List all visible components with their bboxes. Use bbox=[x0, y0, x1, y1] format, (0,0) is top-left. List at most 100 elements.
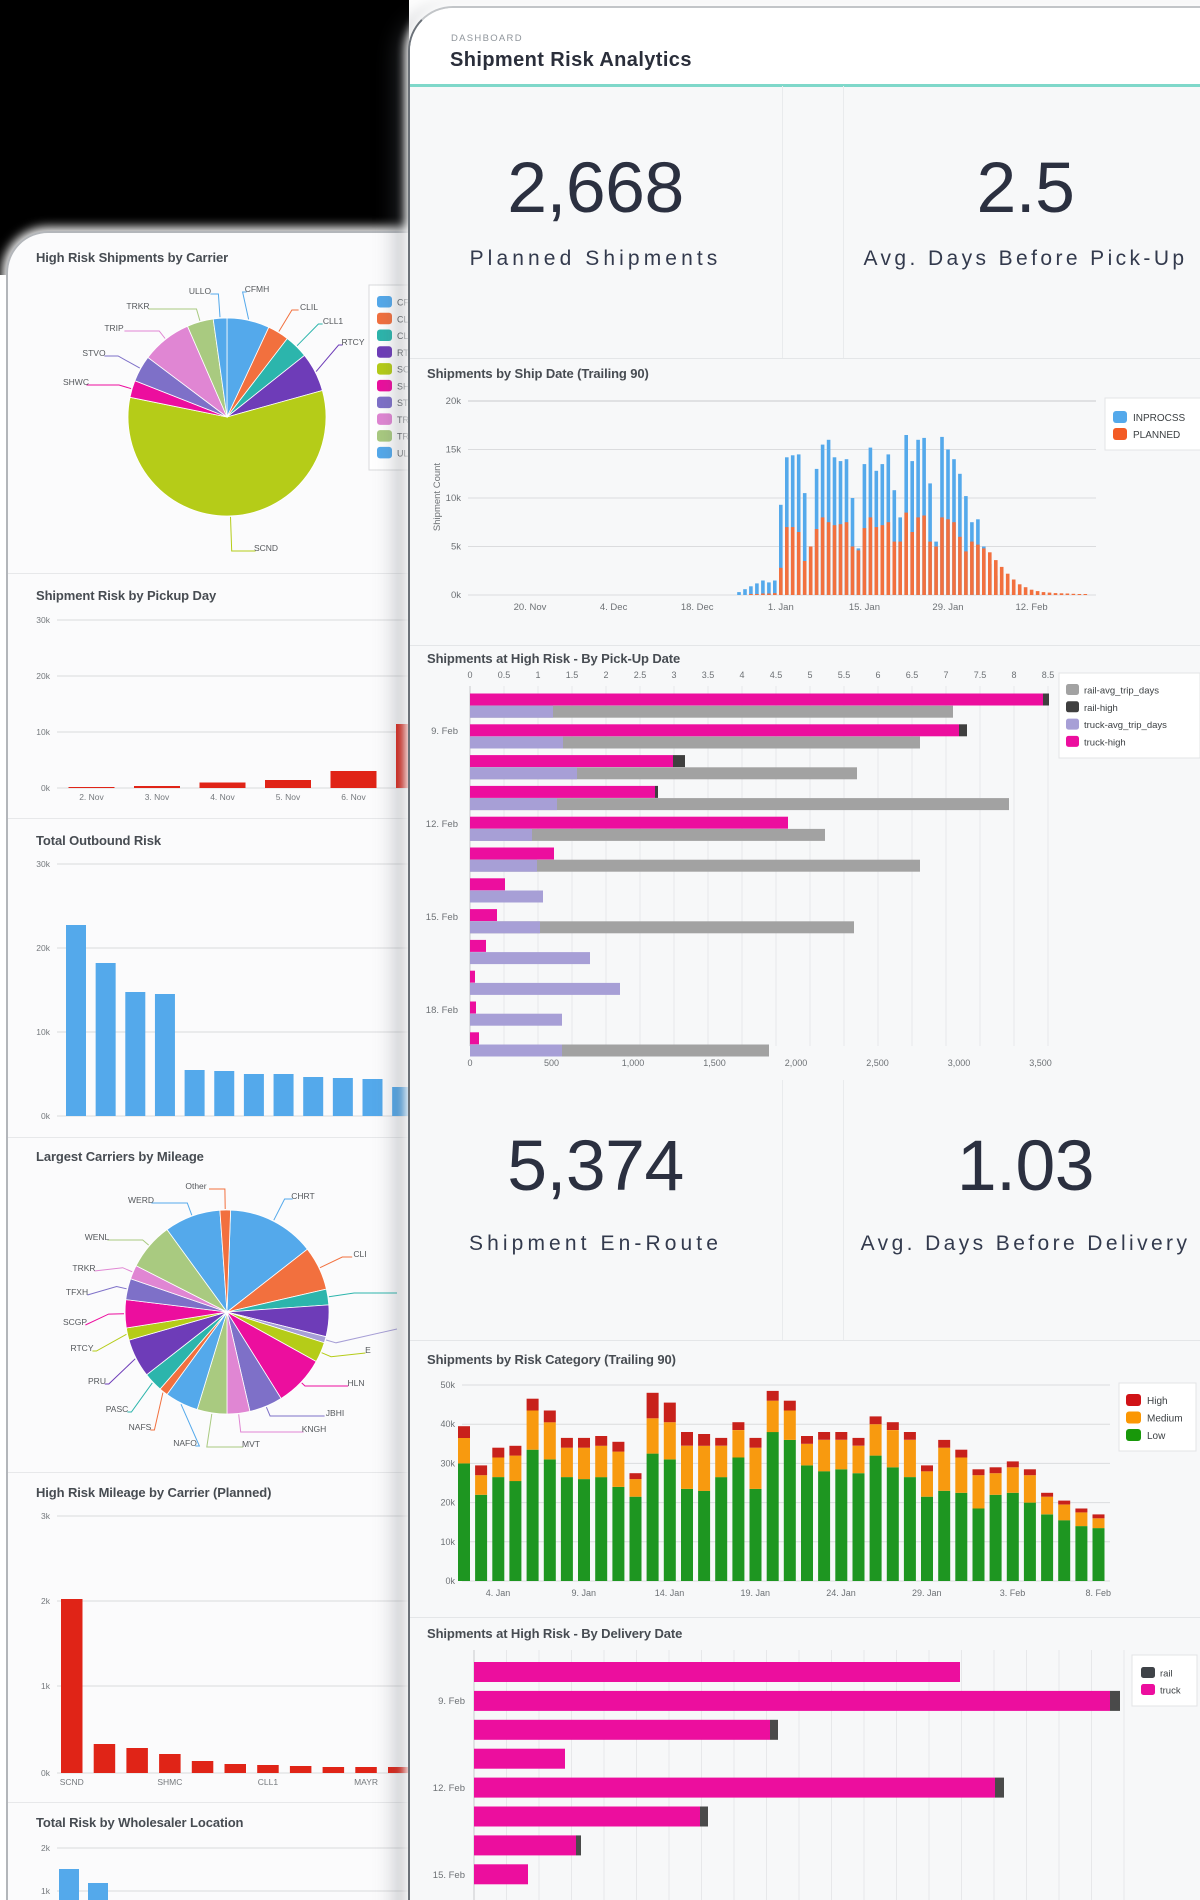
svg-text:TRIP: TRIP bbox=[104, 323, 124, 333]
svg-text:0k: 0k bbox=[451, 590, 461, 601]
svg-text:40k: 40k bbox=[440, 1419, 455, 1429]
svg-text:19. Jan: 19. Jan bbox=[740, 1588, 770, 1598]
svg-text:29. Jan: 29. Jan bbox=[932, 602, 963, 613]
svg-text:0k: 0k bbox=[445, 1576, 455, 1586]
svg-text:2,000: 2,000 bbox=[785, 1058, 808, 1068]
svg-text:CFMH: CFMH bbox=[245, 284, 270, 294]
svg-text:3.5: 3.5 bbox=[702, 670, 715, 680]
svg-text:14. Jan: 14. Jan bbox=[655, 1588, 685, 1598]
svg-text:20k: 20k bbox=[446, 396, 462, 407]
svg-text:4.5: 4.5 bbox=[770, 670, 783, 680]
svg-text:0: 0 bbox=[467, 1058, 472, 1068]
svg-text:18. Dec: 18. Dec bbox=[681, 602, 714, 613]
svg-text:20k: 20k bbox=[36, 671, 50, 681]
svg-text:29. Jan: 29. Jan bbox=[912, 1588, 942, 1598]
svg-text:4. Jan: 4. Jan bbox=[486, 1588, 511, 1598]
svg-text:RTCY: RTCY bbox=[397, 348, 418, 358]
svg-text:INPROCSS: INPROCSS bbox=[1133, 413, 1186, 424]
svg-text:3. Nov: 3. Nov bbox=[145, 792, 170, 802]
svg-text:TFXH: TFXH bbox=[66, 1287, 88, 1297]
svg-text:CFMH: CFMH bbox=[397, 298, 418, 308]
svg-text:CLIL: CLIL bbox=[397, 314, 416, 324]
svg-text:TRKR: TRKR bbox=[397, 432, 418, 442]
svg-text:1.5: 1.5 bbox=[566, 670, 579, 680]
svg-text:7.5: 7.5 bbox=[974, 670, 987, 680]
svg-text:0.5: 0.5 bbox=[498, 670, 511, 680]
svg-text:4. Nov: 4. Nov bbox=[210, 792, 235, 802]
svg-text:9. Feb: 9. Feb bbox=[438, 1696, 465, 1707]
svg-text:30k: 30k bbox=[36, 615, 50, 625]
svg-text:4. Dec: 4. Dec bbox=[600, 602, 628, 613]
svg-text:CLI: CLI bbox=[353, 1249, 366, 1259]
svg-text:2.5: 2.5 bbox=[634, 670, 647, 680]
svg-text:High: High bbox=[1147, 1396, 1168, 1407]
svg-text:rail-high: rail-high bbox=[1084, 703, 1118, 714]
svg-text:20. Nov: 20. Nov bbox=[514, 602, 547, 613]
svg-text:Shipment Count: Shipment Count bbox=[432, 463, 443, 531]
svg-text:12. Feb: 12. Feb bbox=[426, 819, 458, 830]
svg-text:Medium: Medium bbox=[1147, 1414, 1183, 1425]
svg-text:truck: truck bbox=[1160, 1686, 1181, 1697]
svg-text:6. Nov: 6. Nov bbox=[341, 792, 366, 802]
svg-text:1,500: 1,500 bbox=[703, 1058, 726, 1068]
svg-text:WENL: WENL bbox=[85, 1232, 110, 1242]
svg-text:CHRT: CHRT bbox=[291, 1191, 314, 1201]
svg-text:500: 500 bbox=[544, 1058, 559, 1068]
svg-text:3: 3 bbox=[671, 670, 676, 680]
svg-text:3,000: 3,000 bbox=[948, 1058, 971, 1068]
svg-text:6: 6 bbox=[875, 670, 880, 680]
svg-text:SHMC: SHMC bbox=[157, 1777, 182, 1787]
svg-text:0k: 0k bbox=[41, 783, 51, 793]
svg-text:15k: 15k bbox=[446, 445, 462, 456]
svg-text:5.5: 5.5 bbox=[838, 670, 851, 680]
svg-text:RTCY: RTCY bbox=[71, 1343, 94, 1353]
svg-text:24. Jan: 24. Jan bbox=[826, 1588, 856, 1598]
svg-text:0k: 0k bbox=[41, 1768, 51, 1778]
svg-text:ULLO: ULLO bbox=[189, 286, 212, 296]
svg-text:2,500: 2,500 bbox=[866, 1058, 889, 1068]
svg-text:1k: 1k bbox=[41, 1886, 51, 1896]
svg-text:7: 7 bbox=[943, 670, 948, 680]
svg-text:rail: rail bbox=[1160, 1669, 1173, 1680]
svg-text:18. Feb: 18. Feb bbox=[426, 1005, 458, 1016]
svg-text:10k: 10k bbox=[36, 727, 50, 737]
svg-text:PRU: PRU bbox=[88, 1376, 106, 1386]
svg-text:KNGH: KNGH bbox=[302, 1424, 327, 1434]
svg-text:ULLO: ULLO bbox=[397, 448, 418, 458]
svg-text:9. Jan: 9. Jan bbox=[571, 1588, 596, 1598]
svg-text:30k: 30k bbox=[440, 1458, 455, 1468]
svg-text:CLIL: CLIL bbox=[300, 302, 318, 312]
svg-text:2: 2 bbox=[603, 670, 608, 680]
svg-text:8. Feb: 8. Feb bbox=[1085, 1588, 1111, 1598]
svg-text:15. Feb: 15. Feb bbox=[426, 912, 458, 923]
svg-text:SHWC: SHWC bbox=[397, 381, 418, 391]
svg-text:TRKR: TRKR bbox=[126, 301, 149, 311]
svg-text:3k: 3k bbox=[41, 1511, 51, 1521]
svg-text:STVO: STVO bbox=[82, 348, 106, 358]
svg-text:5: 5 bbox=[807, 670, 812, 680]
svg-text:3,500: 3,500 bbox=[1029, 1058, 1052, 1068]
svg-text:NAFS: NAFS bbox=[129, 1422, 152, 1432]
svg-text:12. Feb: 12. Feb bbox=[1015, 602, 1047, 613]
svg-text:10k: 10k bbox=[446, 493, 462, 504]
svg-text:15. Jan: 15. Jan bbox=[849, 602, 880, 613]
svg-text:rail-avg_trip_days: rail-avg_trip_days bbox=[1084, 686, 1159, 697]
svg-text:5. Nov: 5. Nov bbox=[276, 792, 301, 802]
svg-text:12. Feb: 12. Feb bbox=[433, 1783, 465, 1794]
svg-text:MAYR: MAYR bbox=[354, 1777, 378, 1787]
svg-text:truck-high: truck-high bbox=[1084, 737, 1126, 748]
svg-text:PLANNED: PLANNED bbox=[1133, 430, 1180, 441]
svg-text:2. Nov: 2. Nov bbox=[79, 792, 104, 802]
svg-text:2k: 2k bbox=[41, 1596, 51, 1606]
svg-text:PASC: PASC bbox=[106, 1404, 129, 1414]
svg-text:8: 8 bbox=[1011, 670, 1016, 680]
svg-text:CLL1: CLL1 bbox=[323, 316, 344, 326]
svg-text:8.5: 8.5 bbox=[1042, 670, 1055, 680]
svg-text:STVO: STVO bbox=[397, 398, 418, 408]
svg-text:1: 1 bbox=[535, 670, 540, 680]
svg-text:3. Feb: 3. Feb bbox=[1000, 1588, 1026, 1598]
svg-text:30k: 30k bbox=[36, 859, 50, 869]
svg-text:SHWC: SHWC bbox=[63, 377, 89, 387]
svg-text:TRIP: TRIP bbox=[397, 415, 418, 425]
svg-text:CLL1: CLL1 bbox=[397, 331, 418, 341]
